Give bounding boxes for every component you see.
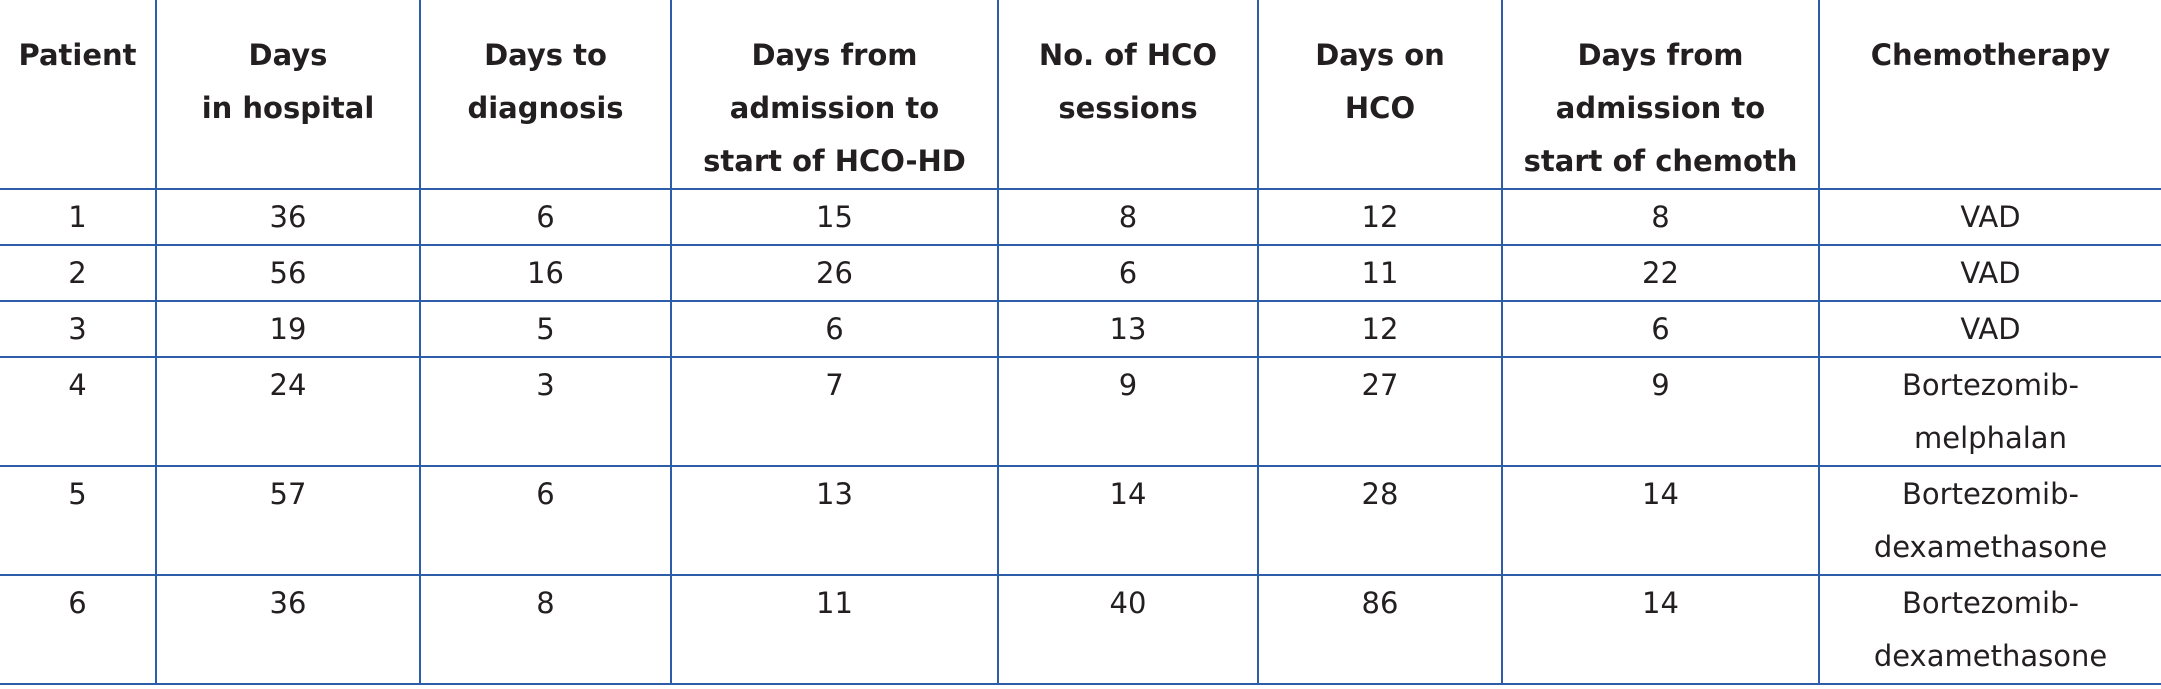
cell-line: Bortezomib- — [1902, 477, 2079, 511]
table-cell: VAD — [1818, 188, 2161, 246]
table-cell: 9 — [997, 356, 1259, 467]
table-cell: 28 — [1257, 465, 1503, 576]
cell-line: start of HCO-HD — [703, 144, 966, 178]
header-cell: Chemotherapy — [1818, 0, 2161, 190]
cell-line: Chemotherapy — [1870, 38, 2111, 72]
table-cell: 6 — [0, 574, 157, 685]
table-cell: 1 — [0, 188, 157, 246]
cell-line: sessions — [1058, 91, 1198, 125]
table-row: 2 56 16 26 6 11 22 VAD — [0, 244, 2161, 302]
table-cell: 3 — [419, 356, 672, 467]
table-cell: 6 — [419, 188, 672, 246]
cell-line: Days to — [484, 38, 607, 72]
cell-line: Bortezomib- — [1902, 368, 2079, 402]
table-cell: 3 — [0, 300, 157, 358]
cell-line: start of chemoth — [1523, 144, 1798, 178]
cell-line: Days from — [1577, 38, 1744, 72]
table-row: 3 19 5 6 13 12 6 VAD — [0, 300, 2161, 358]
table-cell: 11 — [1257, 244, 1503, 302]
cell-line: admission to — [1555, 91, 1766, 125]
table-cell: 57 — [155, 465, 421, 576]
table-cell: Bortezomib-dexamethasone — [1818, 574, 2161, 685]
table-cell: 8 — [997, 188, 1259, 246]
table-cell: 22 — [1501, 244, 1820, 302]
cell-line: VAD — [1960, 200, 2021, 234]
table-cell: 6 — [997, 244, 1259, 302]
cell-line: Days from — [751, 38, 918, 72]
table-cell: 8 — [1501, 188, 1820, 246]
table-cell: 14 — [997, 465, 1259, 576]
cell-line: No. of HCO — [1038, 38, 1218, 72]
table-cell: 2 — [0, 244, 157, 302]
table-cell: 5 — [419, 300, 672, 358]
cell-line: VAD — [1960, 312, 2021, 346]
table-cell: Bortezomib-dexamethasone — [1818, 465, 2161, 576]
header-row: Patient Days in hospital Days to diagnosis Da… — [0, 0, 2161, 190]
header-cell: Days from admission to start of HCO-HD — [670, 0, 999, 190]
cell-line: admission to — [729, 91, 940, 125]
cell-line: HCO — [1344, 91, 1416, 125]
table-cell: 12 — [1257, 188, 1503, 246]
table-cell: 13 — [997, 300, 1259, 358]
table-cell: 24 — [155, 356, 421, 467]
table-cell: 56 — [155, 244, 421, 302]
cell-line: diagnosis — [467, 91, 624, 125]
table-cell: 6 — [1501, 300, 1820, 358]
cell-line: VAD — [1960, 256, 2021, 290]
cell-line: Patient — [18, 38, 137, 72]
table-cell: 26 — [670, 244, 999, 302]
table-cell: 12 — [1257, 300, 1503, 358]
table-cell: VAD — [1818, 244, 2161, 302]
table-cell: 15 — [670, 188, 999, 246]
table-cell: 14 — [1501, 465, 1820, 576]
table-row: 6 36 8 11 40 86 14 Bortezomib-dexamethasone — [0, 574, 2161, 685]
table-cell: 7 — [670, 356, 999, 467]
table-cell: 36 — [155, 574, 421, 685]
table-cell: 19 — [155, 300, 421, 358]
table-body: 1 36 6 15 8 12 8 VAD 2 56 16 26 6 11 22 VAD 3 19 5 6 13 12 6 VA… — [0, 188, 2161, 685]
table-cell: 14 — [1501, 574, 1820, 685]
table-cell: 5 — [0, 465, 157, 576]
table-cell: 13 — [670, 465, 999, 576]
header-cell: Days on HCO — [1257, 0, 1503, 190]
table-cell: 8 — [419, 574, 672, 685]
table-row: 4 24 3 7 9 27 9 Bortezomib-melphalan — [0, 356, 2161, 467]
table-cell: 86 — [1257, 574, 1503, 685]
table-cell: 11 — [670, 574, 999, 685]
cell-line: melphalan — [1914, 421, 2067, 455]
table-cell: 40 — [997, 574, 1259, 685]
table-row: 1 36 6 15 8 12 8 VAD — [0, 188, 2161, 246]
header-cell: Patient — [0, 0, 157, 190]
cell-line: Days — [248, 38, 328, 72]
cell-line: dexamethasone — [1873, 639, 2108, 673]
header-cell: Days from admission to start of chemoth — [1501, 0, 1820, 190]
cell-line: Bortezomib- — [1902, 586, 2079, 620]
table-cell: 4 — [0, 356, 157, 467]
table-row: 5 57 6 13 14 28 14 Bortezomib-dexamethasone — [0, 465, 2161, 576]
cell-line: in hospital — [201, 91, 375, 125]
cell-line: dexamethasone — [1873, 530, 2108, 564]
table-cell: VAD — [1818, 300, 2161, 358]
table-cell: Bortezomib-melphalan — [1818, 356, 2161, 467]
table-cell: 6 — [419, 465, 672, 576]
table-cell: 16 — [419, 244, 672, 302]
table-cell: 36 — [155, 188, 421, 246]
cell-line: Days on — [1315, 38, 1445, 72]
table-cell: 27 — [1257, 356, 1503, 467]
table-cell: 6 — [670, 300, 999, 358]
table-cell: 9 — [1501, 356, 1820, 467]
header-cell: No. of HCO sessions — [997, 0, 1259, 190]
header-cell: Days in hospital — [155, 0, 421, 190]
header-cell: Days to diagnosis — [419, 0, 672, 190]
